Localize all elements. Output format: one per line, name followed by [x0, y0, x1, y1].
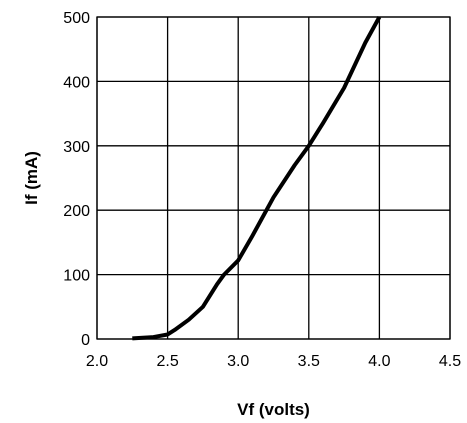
y-axis-tick-labels: 0 100 200 300 400 500	[63, 10, 90, 349]
y-tick-label: 300	[63, 139, 90, 156]
plot-area-frame	[96, 16, 451, 340]
y-tick-label: 500	[63, 10, 90, 27]
y-axis-title: If (mA)	[22, 151, 41, 205]
series-line-0	[132, 16, 382, 341]
x-tick-label: 3.5	[298, 353, 320, 370]
x-tick-label: 2.0	[86, 353, 108, 370]
x-axis-tick-labels: 2.0 2.5 3.0 3.5 4.0 4.5	[86, 353, 461, 370]
x-axis-title: Vf (volts)	[237, 400, 310, 419]
grid	[96, 16, 451, 340]
x-tick-label: 2.5	[156, 353, 178, 370]
series-group	[132, 16, 382, 341]
y-tick-label: 400	[63, 74, 90, 91]
x-tick-label: 4.0	[368, 353, 390, 370]
y-tick-label: 200	[63, 203, 90, 220]
y-tick-label: 0	[81, 332, 90, 349]
y-tick-label: 100	[63, 268, 90, 285]
x-tick-label: 3.0	[227, 353, 249, 370]
x-tick-label: 4.5	[439, 353, 461, 370]
